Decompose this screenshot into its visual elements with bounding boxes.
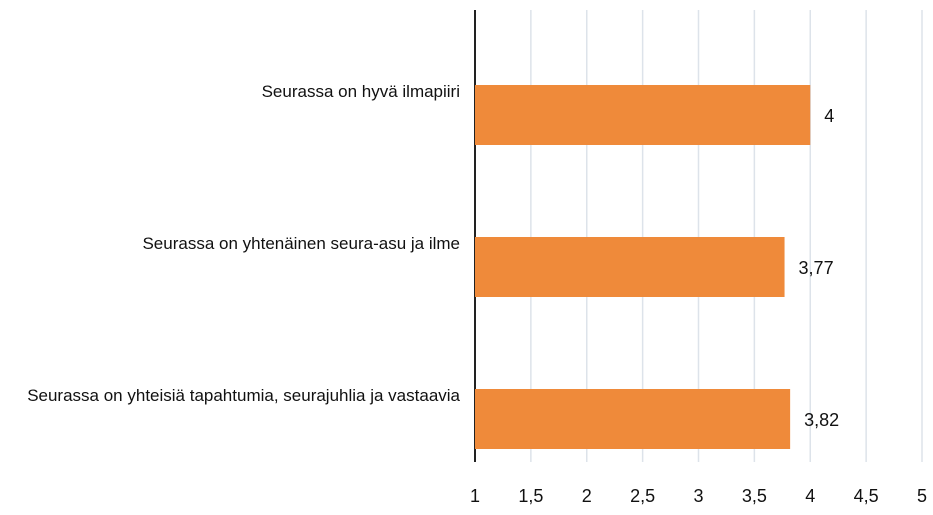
x-tick-label: 4 bbox=[805, 486, 815, 506]
bar bbox=[475, 85, 811, 145]
category-label: Seurassa on hyvä ilmapiiri bbox=[10, 81, 460, 103]
bar bbox=[475, 237, 785, 297]
x-tick-label: 5 bbox=[917, 486, 927, 506]
category-label: Seurassa on yhteisiä tapahtumia, seuraju… bbox=[10, 385, 460, 407]
category-text: Seurassa on yhteisiä tapahtumia, seuraju… bbox=[27, 386, 460, 405]
value-label: 4 bbox=[824, 106, 834, 126]
x-tick-label: 1,5 bbox=[518, 486, 543, 506]
value-label: 3,77 bbox=[799, 258, 834, 278]
category-text: Seurassa on yhtenäinen seura-asu ja ilme bbox=[142, 234, 460, 253]
x-tick-label: 3,5 bbox=[742, 486, 767, 506]
category-text: Seurassa on hyvä ilmapiiri bbox=[261, 82, 460, 101]
value-label: 3,82 bbox=[804, 410, 839, 430]
x-tick-label: 1 bbox=[470, 486, 480, 506]
x-tick-label: 4,5 bbox=[854, 486, 879, 506]
x-tick-label: 2 bbox=[582, 486, 592, 506]
category-label: Seurassa on yhtenäinen seura-asu ja ilme bbox=[10, 233, 460, 255]
bar bbox=[475, 389, 791, 449]
x-tick-label: 2,5 bbox=[630, 486, 655, 506]
x-tick-label: 3 bbox=[693, 486, 703, 506]
